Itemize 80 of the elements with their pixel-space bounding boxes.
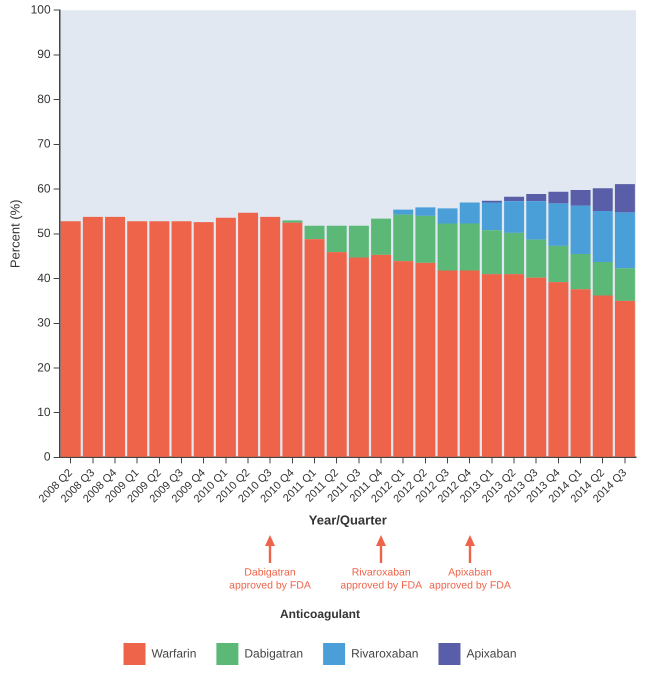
bar	[482, 230, 502, 274]
bar	[60, 221, 81, 457]
bar	[348, 226, 369, 258]
text: Rivaroxaban approved by FDA	[340, 566, 422, 592]
bar	[570, 289, 591, 457]
bar	[548, 203, 568, 246]
y-tick-label: 50	[37, 226, 51, 240]
bar	[194, 222, 214, 457]
bar	[614, 212, 635, 268]
bar	[415, 262, 436, 457]
bar	[393, 261, 414, 457]
y-axis-title: Percent (%)	[7, 199, 22, 268]
bar	[526, 201, 546, 240]
bar	[526, 278, 546, 457]
bar	[438, 224, 458, 270]
bar	[326, 226, 347, 252]
text: Dabigatran approved by FDA	[229, 566, 311, 592]
bar	[504, 196, 524, 202]
bar	[348, 258, 369, 457]
bar	[82, 216, 103, 457]
x-axis-title: Year/Quarter	[308, 512, 387, 528]
bar	[614, 184, 635, 212]
bar	[371, 218, 392, 255]
bar	[526, 240, 546, 278]
y-tick-label: 30	[37, 316, 51, 330]
bar	[105, 216, 126, 457]
bar	[548, 192, 568, 204]
bar	[260, 216, 280, 457]
bar	[570, 190, 591, 206]
bar	[504, 232, 524, 274]
bar	[172, 221, 192, 457]
y-tick-label: 40	[37, 270, 51, 285]
bar	[438, 270, 458, 457]
bar	[371, 254, 392, 457]
y-tick-label: 60	[37, 181, 51, 196]
y-tick-label: 70	[37, 136, 51, 151]
legend-label: Rivaroxaban	[351, 646, 418, 660]
bar	[482, 274, 502, 457]
bar	[482, 202, 502, 230]
bar	[149, 221, 170, 457]
bar	[282, 220, 302, 223]
bar	[393, 214, 414, 262]
bar	[570, 206, 591, 254]
bar	[570, 254, 591, 290]
bar	[526, 194, 546, 202]
bar	[415, 207, 436, 216]
bar	[460, 224, 480, 270]
bar	[238, 212, 258, 457]
y-tick-label: 80	[37, 92, 51, 106]
bar	[326, 252, 347, 457]
bar	[216, 218, 236, 457]
bar	[548, 282, 568, 457]
bar	[304, 226, 325, 240]
y-tick-label: 90	[37, 47, 51, 62]
text: Apixaban approved by FDA	[429, 566, 511, 592]
bar	[592, 188, 613, 212]
bar	[415, 216, 436, 263]
bar	[438, 208, 458, 224]
legend-title: Anticoagulant	[280, 606, 360, 621]
bar	[393, 210, 414, 215]
bar	[614, 268, 635, 301]
legend-label: Dabigatran	[244, 646, 304, 660]
bar	[282, 222, 302, 457]
bar	[504, 274, 524, 457]
legend-label: Warfarin	[151, 646, 196, 660]
bar	[460, 202, 480, 224]
y-tick-label: 0	[44, 450, 51, 464]
bar	[592, 296, 613, 457]
bar	[127, 221, 148, 457]
bar	[614, 300, 635, 457]
legend-label: Apixaban	[466, 646, 517, 660]
bar	[304, 239, 325, 457]
bar	[460, 270, 480, 457]
y-tick-label: 100	[30, 2, 51, 17]
bar	[592, 211, 613, 262]
bar	[548, 246, 568, 282]
y-tick-label: 20	[37, 360, 51, 374]
bar	[592, 262, 613, 296]
bar	[504, 201, 524, 233]
y-tick-label: 10	[37, 405, 51, 420]
